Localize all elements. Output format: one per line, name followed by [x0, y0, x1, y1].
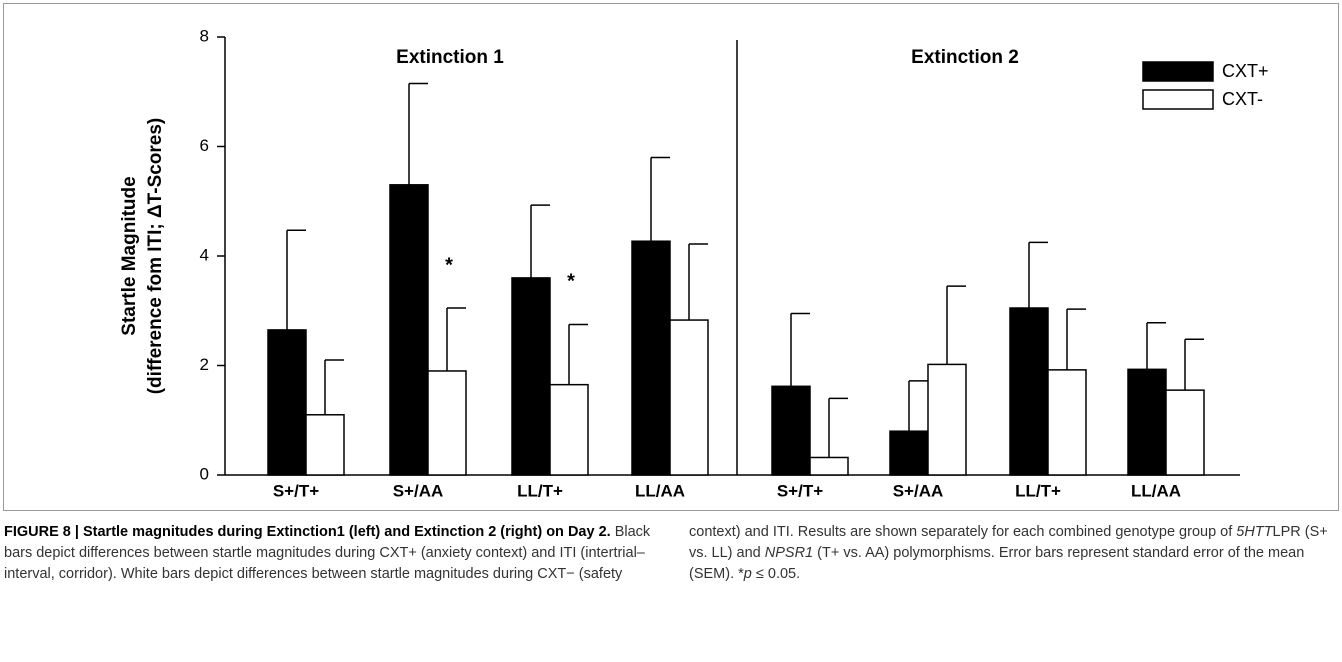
bar: [1047, 369, 1087, 476]
y-tick-label: 8: [200, 26, 209, 45]
figure-frame: [3, 3, 1339, 511]
bar: [549, 383, 589, 476]
chart: 0 2 4 6 8 Startle Magnitude (difference fom IT…: [119, 26, 1269, 500]
bar: [1165, 389, 1205, 476]
panel-title: Extinction 1: [396, 47, 504, 68]
y-tick-label: 0: [200, 464, 209, 483]
y-tick-label: 2: [200, 355, 209, 374]
caption-text: 5HTT: [1236, 524, 1273, 540]
panel-title: Extinction 2: [911, 47, 1019, 68]
bar: [927, 363, 967, 476]
caption: FIGURE 8 | Startle magnitudes during Ext…: [4, 522, 1338, 585]
legend-label: CXT+: [1222, 61, 1269, 81]
x-tick-label: LL/AA: [1131, 481, 1181, 500]
bar: [1127, 368, 1167, 476]
y-axis-label: Startle Magnitude: [119, 176, 140, 335]
bar: [427, 370, 467, 476]
legend-label: CXT-: [1222, 89, 1263, 109]
caption-text: ≤ 0.05.: [751, 566, 801, 582]
significance-marker: *: [567, 271, 575, 293]
bar: [511, 277, 551, 476]
y-tick-label: 6: [200, 136, 209, 155]
x-tick-label: S+/AA: [893, 481, 944, 500]
caption-text: (T+ vs. AA) polymorphisms. Error bars re…: [689, 545, 1305, 582]
bar: [305, 414, 345, 476]
caption-text: Black bars depict differences between st…: [4, 524, 1237, 582]
caption-text: p: [743, 566, 752, 582]
legend-swatch: [1142, 89, 1214, 110]
bar: [1009, 307, 1049, 476]
x-tick-label: S+/T+: [273, 481, 319, 500]
y-tick-label: 4: [200, 245, 209, 264]
caption-text: LPR (S+ vs. LL) and: [689, 524, 1328, 561]
x-tick-label: S+/T+: [777, 481, 823, 500]
bar: [389, 184, 429, 476]
caption-title: FIGURE 8 | Startle magnitudes during Ext…: [4, 524, 611, 540]
bar: [771, 385, 811, 476]
bar: [809, 456, 849, 476]
x-tick-label: LL/T+: [1015, 481, 1061, 500]
caption-text: NPSR1: [764, 545, 814, 561]
bar: [669, 319, 709, 476]
significance-marker: *: [445, 254, 453, 276]
x-tick-label: LL/AA: [635, 481, 685, 500]
bar: [889, 430, 929, 476]
y-axis-label: (difference fom ITI; ΔT-Scores): [145, 118, 166, 395]
bar: [631, 240, 671, 476]
bar: [267, 329, 307, 476]
x-tick-label: LL/T+: [517, 481, 563, 500]
x-tick-label: S+/AA: [393, 481, 444, 500]
legend-swatch: [1142, 61, 1214, 82]
